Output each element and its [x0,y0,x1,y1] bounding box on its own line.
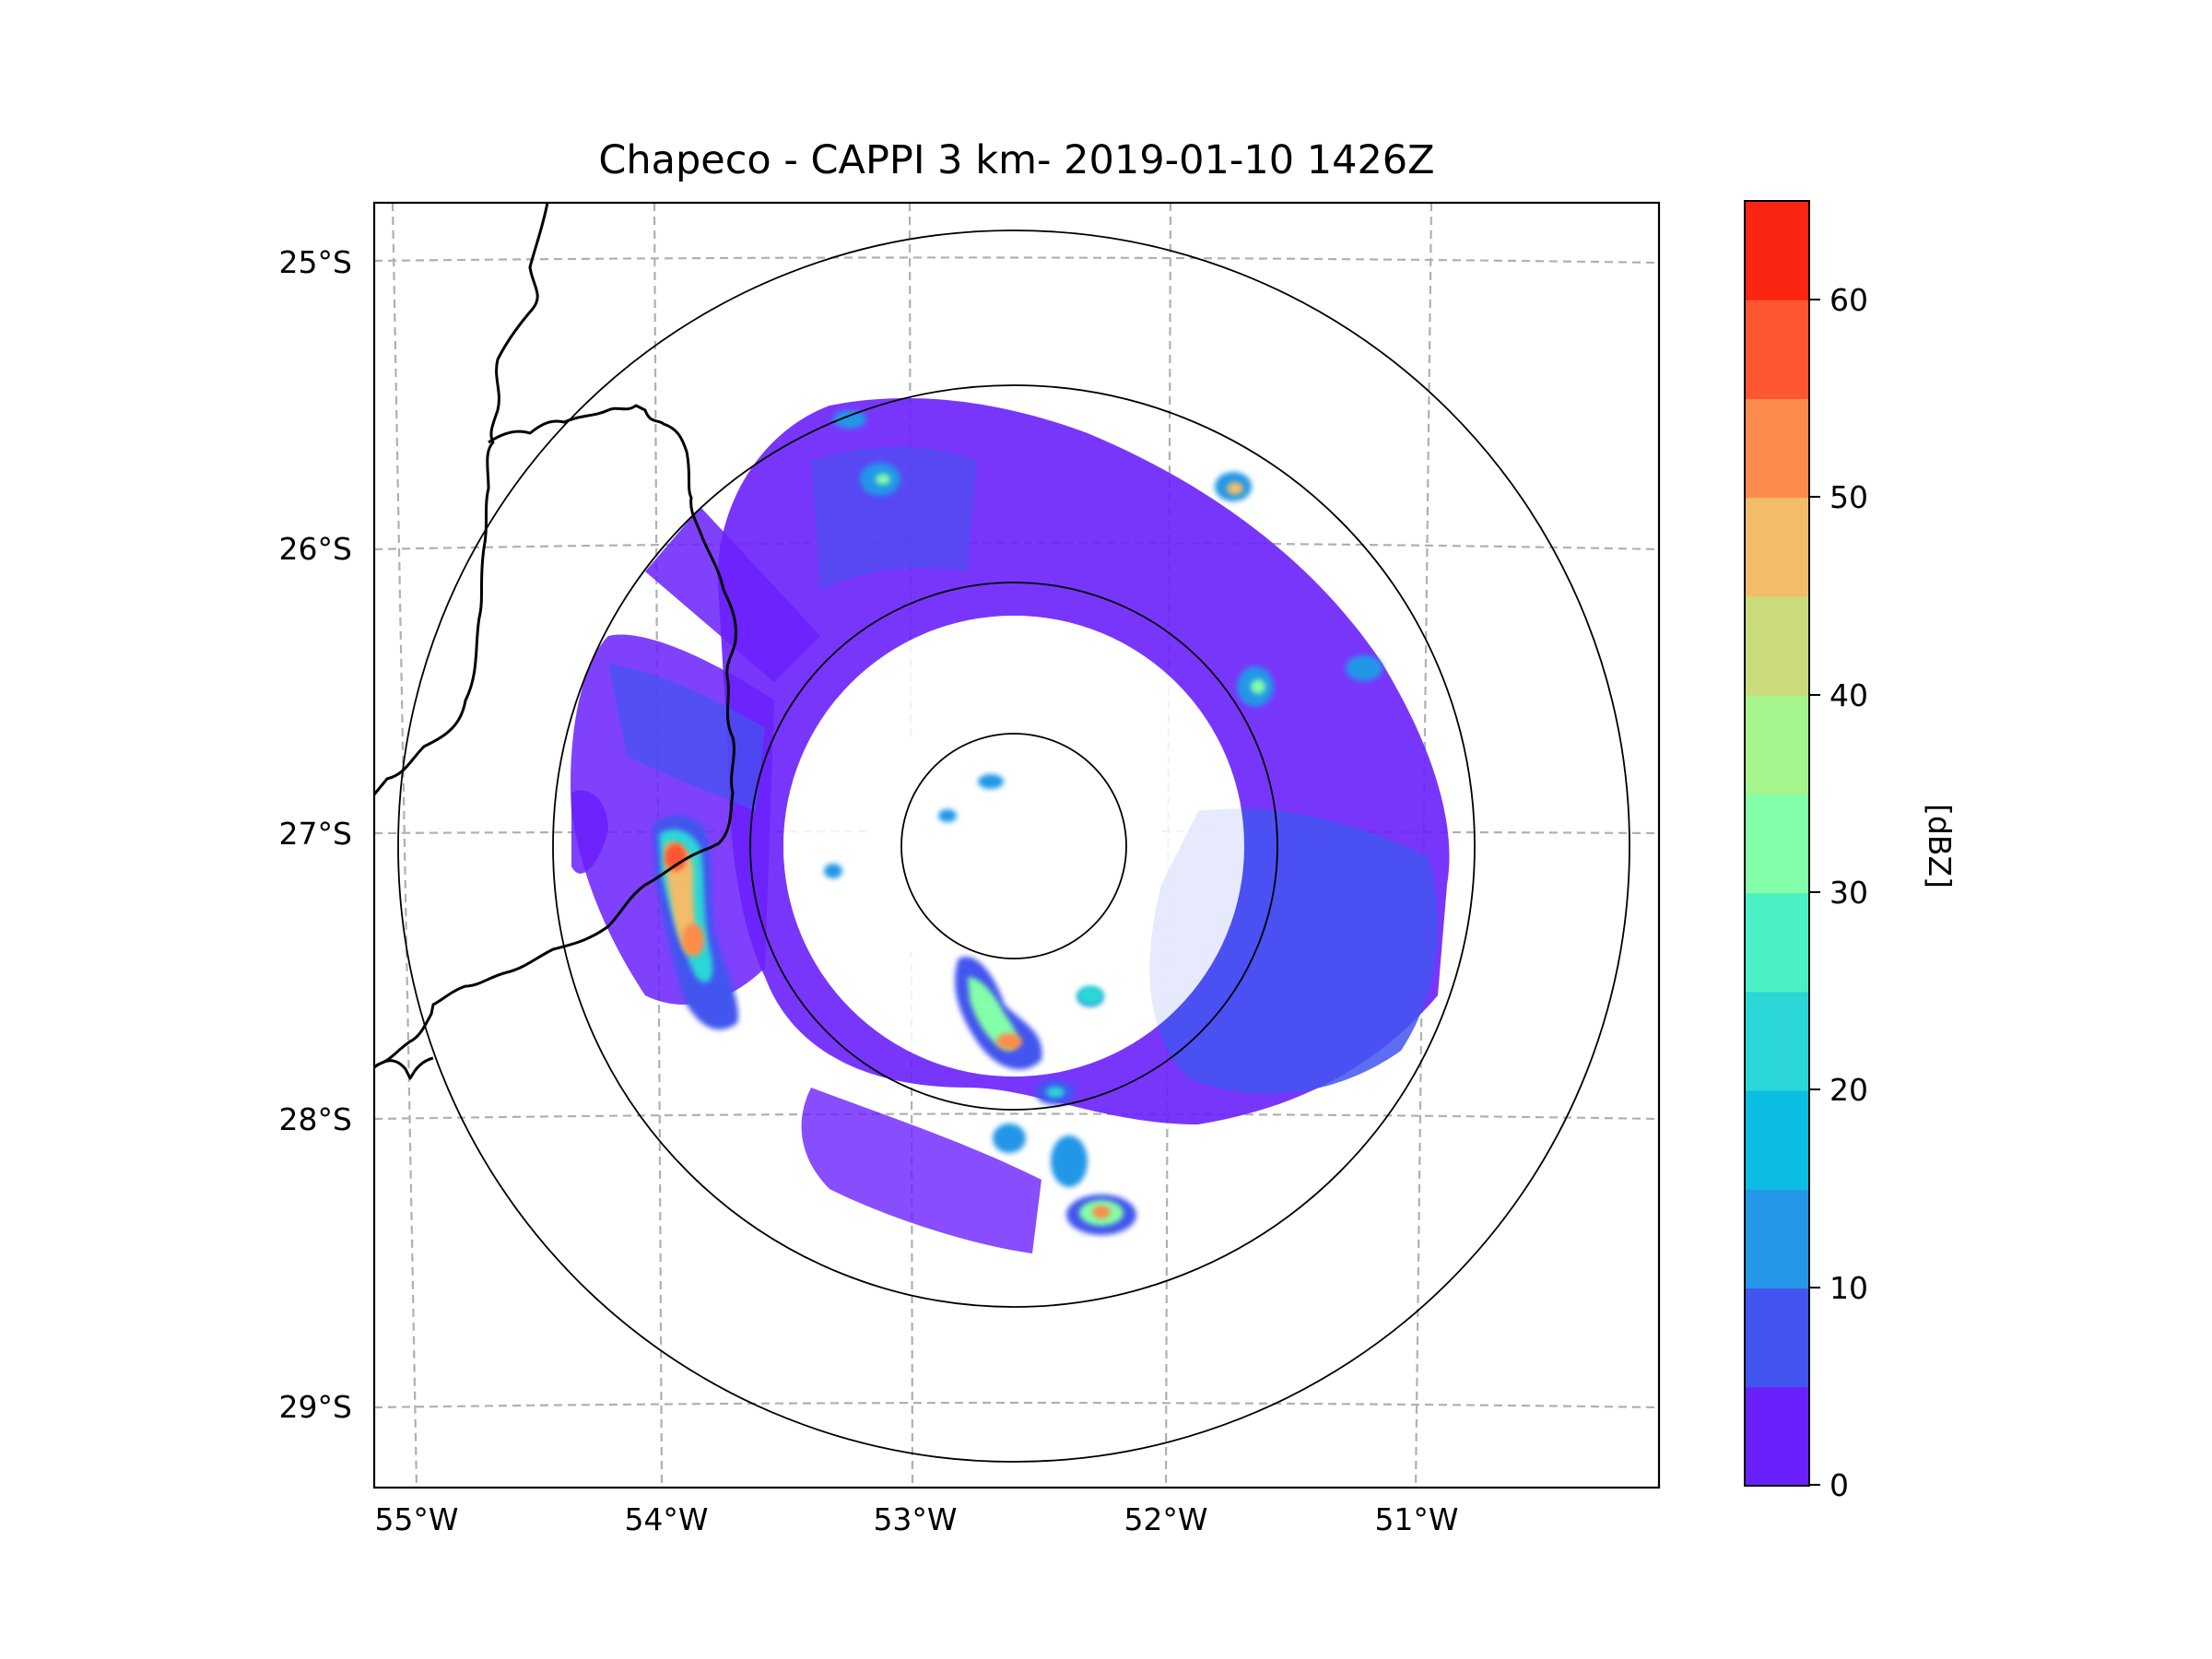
colorbar-swatch [1745,892,1809,993]
echo-cell-2-core [1046,1087,1065,1098]
lat-gridline-28 [374,1112,1659,1121]
echo-cell-sw-1 [1077,986,1103,1005]
colorbar-swatch [1745,300,1809,399]
colorbar-tick-label: 30 [1830,875,1868,911]
colorbar-swatch [1745,991,1809,1091]
colorbar-swatch [1745,1189,1809,1289]
colorbar-swatch [1745,794,1809,894]
colorbar-swatch [1745,201,1809,300]
echo-cell-n-2 [833,410,866,429]
colorbar-swatches [1745,201,1809,1487]
colorbar-tick-labels: 0 10 20 30 40 50 60 [1830,282,1868,1503]
echo-cell-center-2 [938,809,957,822]
echo-cell-1-moderate [968,977,1018,1051]
echo-cell-ne-2-core [1251,679,1265,694]
range-rings [397,229,1630,1463]
lon-gridline-55 [391,203,418,1488]
colorbar-label: [dBZ] [1922,804,1958,888]
colorbar-tick-label: 50 [1830,479,1868,515]
lon-label: 53°W [873,1501,957,1537]
echo-free-zone [866,699,1161,994]
border-argentina-parana [374,203,549,795]
echo-cells-south [955,957,1136,1235]
echo-cells-north-east [824,410,1382,1005]
echo-weak-west [571,790,608,874]
border-west-segment [374,1056,434,1080]
colorbar-swatch [1745,1090,1809,1190]
colorbar-swatch [1745,497,1809,597]
lat-gridline-25 [374,256,1659,265]
colorbar-swatch [1745,595,1809,696]
echo-cell-ne-1-core [1227,482,1243,495]
border-santa-catarina-rio-grande [374,846,711,1069]
colorbar-tick-label: 0 [1830,1467,1849,1503]
colorbar-tick-label: 20 [1830,1072,1868,1108]
state-borders [374,203,737,1080]
chart-title: Chapeco - CAPPI 3 km- 2019-01-10 1426Z [598,137,1434,183]
echo-weak-south [801,1088,1041,1253]
echo-weak-nw-spoke [645,507,820,682]
colorbar-swatch [1745,398,1809,499]
echo-cell-n-1-core [876,474,890,485]
range-ring-3 [552,384,1476,1308]
lon-label: 52°W [1124,1501,1207,1537]
echo-cell-4 [1051,1135,1088,1187]
lon-tick-labels: 55°W 54°W 53°W 52°W 51°W [374,1501,1458,1537]
colorbar-frame [1744,200,1810,1487]
range-ring-2 [749,582,1278,1111]
echo-squall-core-1 [665,843,687,871]
lon-label: 55°W [374,1501,458,1537]
range-ring-1 [900,733,1127,959]
echo-cell-3 [993,1124,1026,1153]
range-ring-4 [397,229,1630,1463]
lat-label: 25°S [279,244,352,280]
border-parana-santa-catarina [488,404,737,850]
colorbar: 0 10 20 30 40 50 60 [dBZ] [1744,200,1958,1503]
echo-free-inner-ring [783,616,1244,1077]
colorbar-swatch [1745,1288,1809,1388]
echo-squall-core-2 [682,924,704,957]
lat-label: 28°S [279,1101,352,1137]
lon-label: 51°W [1374,1501,1458,1537]
colorbar-swatch [1745,1386,1809,1487]
lat-label: 26°S [279,531,352,567]
colorbar-tick-label: 40 [1830,677,1868,713]
map-frame [372,201,1661,1489]
echo-cell-w-1 [824,864,842,878]
lat-gridline-29 [374,1401,1659,1409]
echo-cell-5-core [1092,1206,1111,1218]
lat-label: 27°S [279,816,352,852]
lat-label: 29°S [279,1389,352,1425]
echo-light-north [811,447,977,590]
colorbar-ticks [1809,299,1820,1486]
colorbar-swatch [1745,695,1809,794]
colorbar-tick-label: 60 [1830,282,1868,318]
echo-cell-1-core [996,1033,1022,1050]
echo-cell-center-1 [978,774,1004,789]
echo-light-sw [608,664,765,811]
lat-tick-labels: 25°S 26°S 27°S 28°S 29°S [279,244,352,1425]
echo-cell-e-1 [1346,655,1382,681]
colorbar-tick-label: 10 [1830,1270,1868,1306]
lon-label: 54°W [624,1501,708,1537]
